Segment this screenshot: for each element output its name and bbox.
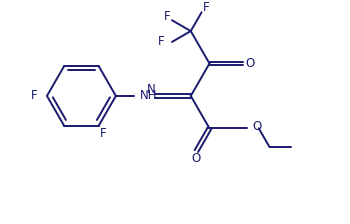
Text: F: F [100,127,107,140]
Text: NH: NH [140,89,157,102]
Text: O: O [253,120,262,133]
Text: O: O [192,152,201,166]
Text: F: F [158,35,164,48]
Text: F: F [30,89,37,102]
Text: O: O [245,57,255,70]
Text: N: N [147,82,156,95]
Text: F: F [203,1,210,14]
Text: F: F [164,10,170,23]
